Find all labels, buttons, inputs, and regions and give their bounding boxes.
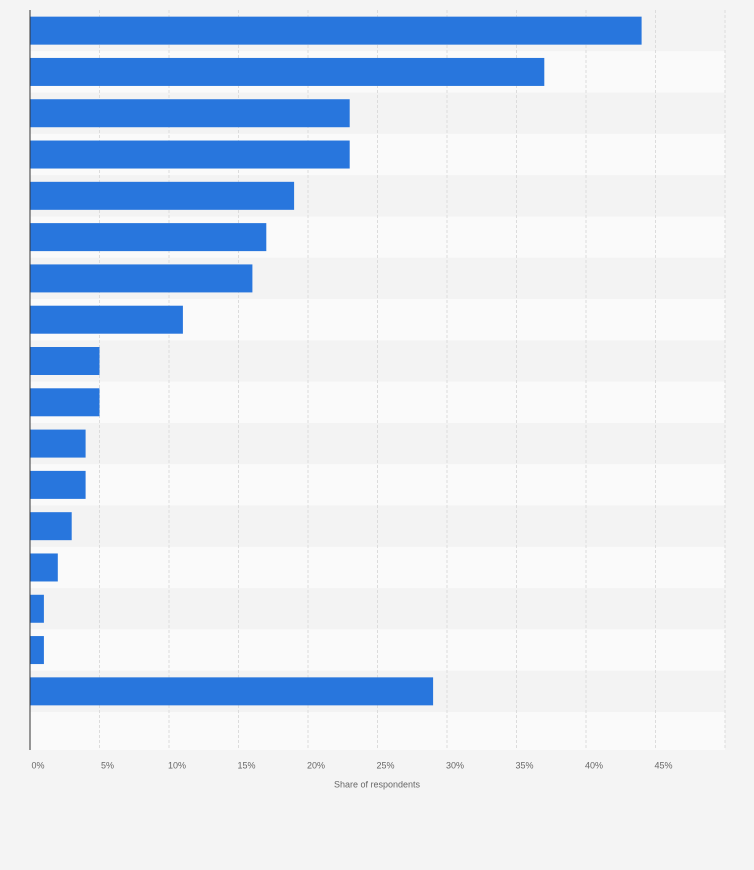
x-tick-label: 15%	[237, 760, 255, 770]
bar	[30, 99, 350, 128]
bar	[30, 429, 86, 458]
bar	[30, 16, 642, 45]
x-tick-label: 25%	[376, 760, 394, 770]
x-tick-label: 40%	[585, 760, 603, 770]
row-stripe	[30, 588, 725, 630]
x-tick-label: 45%	[654, 760, 672, 770]
bar	[30, 677, 434, 706]
bar	[30, 264, 253, 293]
bar	[30, 140, 350, 169]
x-tick-label: 10%	[168, 760, 186, 770]
bar	[30, 57, 545, 86]
bar	[30, 594, 44, 623]
x-tick-label: 0%	[31, 760, 44, 770]
x-tick-label: 20%	[307, 760, 325, 770]
bar	[30, 347, 100, 375]
x-tick-label: 30%	[446, 760, 464, 770]
row-stripe	[30, 422, 725, 465]
x-tick-label: 35%	[515, 760, 533, 770]
bar	[30, 305, 183, 334]
bar	[30, 223, 267, 252]
x-axis-title: Share of respondents	[334, 779, 421, 789]
bar	[30, 470, 86, 499]
bar	[30, 181, 295, 210]
bar	[30, 388, 100, 417]
bar	[30, 512, 72, 541]
bar	[30, 553, 58, 582]
x-tick-label: 5%	[101, 760, 114, 770]
bar	[30, 636, 44, 665]
